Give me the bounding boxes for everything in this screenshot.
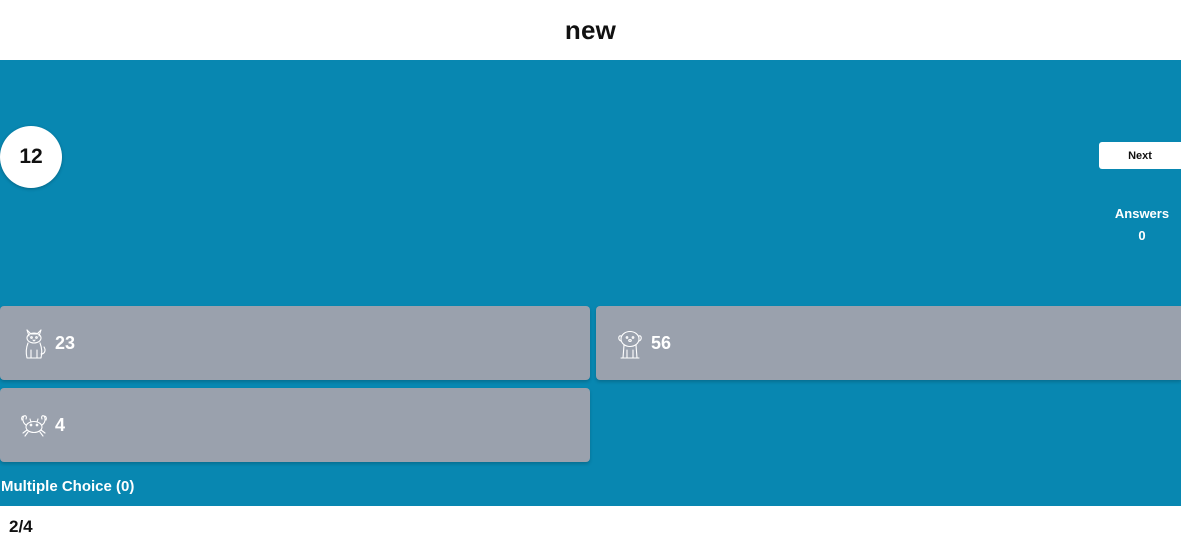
answer-option-label: 4: [55, 414, 66, 435]
answer-option-2[interactable]: 56: [596, 306, 1181, 380]
cat-icon: [18, 325, 50, 361]
question-progress: 2/4: [9, 517, 33, 536]
answers-counter: Answers 0: [1102, 203, 1181, 247]
answers-label: Answers: [1114, 206, 1170, 221]
header-bar: new: [0, 0, 1181, 60]
answer-option-1[interactable]: 23: [0, 306, 590, 380]
question-stage: 12 Next Answers 0 23: [0, 60, 1181, 506]
next-button[interactable]: Next: [1099, 142, 1181, 169]
answer-option-label: 23: [55, 332, 76, 353]
dog-icon: [614, 325, 646, 361]
quiz-title: new: [564, 14, 617, 45]
question-type-label: Multiple Choice (0): [1, 478, 135, 495]
answer-option-label: 56: [651, 332, 672, 353]
answers-count: 0: [1138, 228, 1146, 243]
crab-icon: [18, 407, 50, 443]
answer-option-3[interactable]: 4: [0, 388, 590, 462]
countdown-timer: 12: [0, 126, 62, 188]
